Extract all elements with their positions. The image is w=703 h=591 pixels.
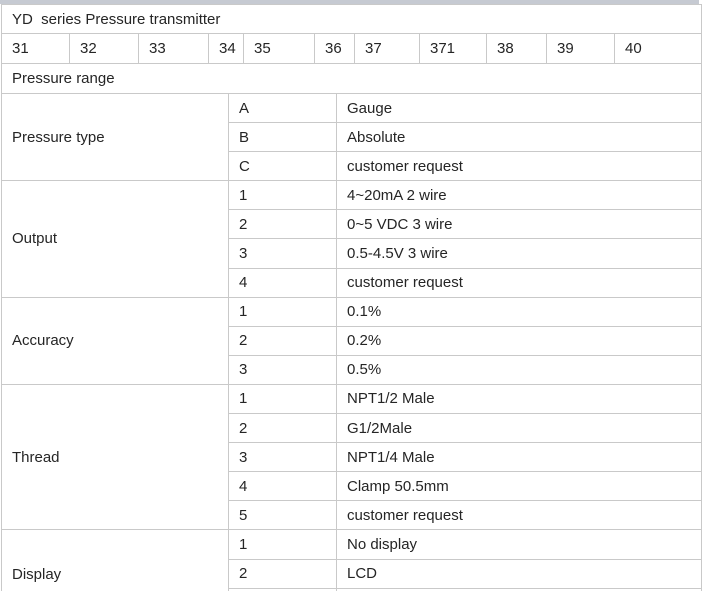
option-row: Accuracy 1 0.1% xyxy=(1,296,702,385)
option-value: NPT1/2 Male xyxy=(336,383,702,415)
option-row: Output 1 4~20mA 2 wire xyxy=(1,180,702,298)
section-label: Accuracy xyxy=(1,296,229,385)
option-row: 2 G1/2Male xyxy=(2,413,702,444)
option-value: G1/2Male xyxy=(336,413,702,444)
section-label: Output xyxy=(1,180,229,298)
option-code: C xyxy=(228,151,337,182)
option-code: 3 xyxy=(228,238,337,269)
model-code-cell: 39 xyxy=(546,33,615,64)
option-value: No display xyxy=(336,529,702,560)
option-code: 2 xyxy=(228,413,337,444)
option-code: A xyxy=(228,92,337,124)
option-value: 4~20mA 2 wire xyxy=(336,180,702,211)
model-code-cell: 36 xyxy=(314,33,355,64)
option-value: 0.2% xyxy=(336,325,702,356)
option-value: customer request xyxy=(336,500,702,531)
option-row: Display 1 No display xyxy=(1,529,702,591)
option-row: 2 0~5 VDC 3 wire xyxy=(2,209,702,240)
option-value: NPT1/4 Male xyxy=(336,442,702,473)
option-code: 5 xyxy=(228,500,337,531)
option-value: customer request xyxy=(336,151,702,182)
section-label: Pressure type xyxy=(1,92,229,182)
section-label: Thread xyxy=(1,383,229,531)
option-code: 2 xyxy=(228,209,337,240)
option-row: Thread 1 NPT1/2 Male xyxy=(1,383,702,531)
option-value: 0.5-4.5V 3 wire xyxy=(336,238,702,269)
model-code-cell: 40 xyxy=(613,33,703,64)
option-row: Pressure type A Gauge xyxy=(1,92,702,182)
option-value: 0.1% xyxy=(336,296,702,327)
option-row: 2 LCD xyxy=(2,558,702,589)
option-row: 4 Clamp 50.5mm xyxy=(2,471,702,502)
option-row: 3 NPT1/4 Male xyxy=(2,442,702,473)
option-code: 1 xyxy=(228,296,337,327)
option-code: 2 xyxy=(228,325,337,356)
option-code: 4 xyxy=(228,267,337,298)
pressure-range-row: Pressure range xyxy=(0,63,703,94)
option-code: 4 xyxy=(228,471,337,502)
option-row: B Absolute xyxy=(2,122,702,153)
model-code-cell: 35 xyxy=(243,33,315,64)
option-value xyxy=(336,587,702,591)
clipped-row xyxy=(2,587,702,591)
option-value: LCD xyxy=(336,558,702,589)
option-value: customer request xyxy=(336,267,702,298)
model-code-cell: 34 xyxy=(208,33,244,64)
option-code: 3 xyxy=(228,354,337,385)
top-edge-strip xyxy=(0,0,699,4)
model-code-cell: 38 xyxy=(486,33,547,64)
option-code: 1 xyxy=(228,180,337,211)
option-value: 0.5% xyxy=(336,354,702,385)
model-code-cell: 371 xyxy=(419,33,487,64)
model-codes-row: 31 32 33 34 35 36 37 371 38 39 40 xyxy=(1,33,703,64)
table-title: YD series Pressure transmitter xyxy=(0,4,703,34)
model-code-cell: 33 xyxy=(138,33,209,64)
option-row: 3 0.5-4.5V 3 wire xyxy=(2,238,702,269)
option-row: 3 0.5% xyxy=(2,354,702,385)
option-value: Absolute xyxy=(336,122,702,153)
option-value: 0~5 VDC 3 wire xyxy=(336,209,702,240)
option-code: B xyxy=(228,122,337,153)
option-code: 1 xyxy=(228,529,337,560)
section-label: Display xyxy=(1,529,229,591)
option-row: 4 customer request xyxy=(2,267,702,298)
table-wrap: YD series Pressure transmitter 31 32 33 34 3… xyxy=(0,4,703,591)
option-value: Clamp 50.5mm xyxy=(336,471,702,502)
option-value: Gauge xyxy=(336,92,702,124)
model-code-table: YD series Pressure transmitter 31 32 33 34 3… xyxy=(0,4,703,94)
option-code: 3 xyxy=(228,442,337,473)
option-code: 1 xyxy=(228,383,337,415)
option-code: 2 xyxy=(228,558,337,589)
model-code-cell: 37 xyxy=(354,33,420,64)
model-code-cell: 31 xyxy=(1,33,70,64)
model-code-cell: 32 xyxy=(69,33,139,64)
option-row: 2 0.2% xyxy=(2,325,702,356)
